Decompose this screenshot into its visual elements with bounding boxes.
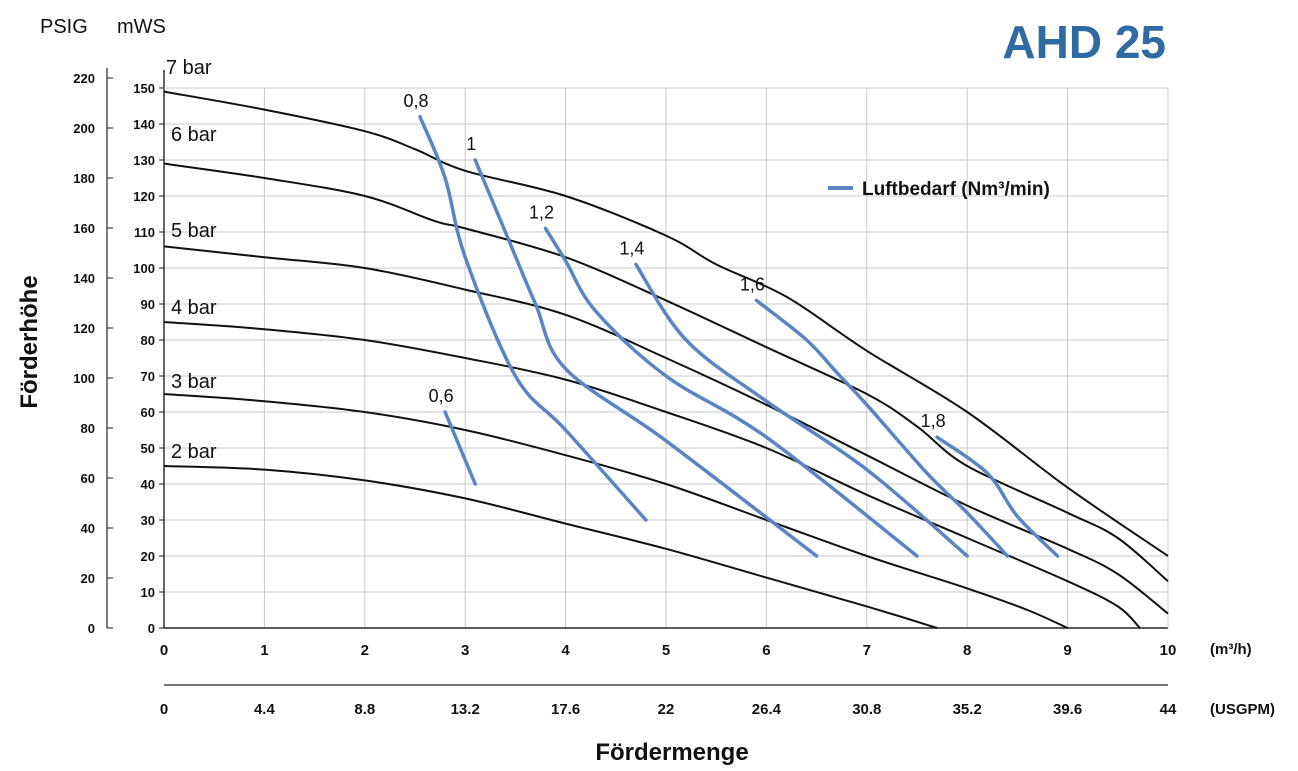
plot-frame [106, 68, 1169, 629]
y-axis-label: Förderhöhe [16, 275, 43, 408]
x-tick-label: 3 [461, 642, 469, 659]
x-tick-label: 7 [863, 642, 871, 659]
air-curve [473, 158, 819, 558]
y-tick-label-psig: 40 [81, 521, 95, 536]
air-curve [754, 298, 1010, 558]
air-curve-label: 1,4 [619, 238, 644, 258]
x-tick-label: 1 [260, 642, 268, 659]
y-tick-label-mws: 40 [141, 477, 155, 492]
x2-tick-label: 39.6 [1053, 701, 1082, 718]
pressure-curve-label: 5 bar [171, 220, 217, 242]
x2-tick-label: 13.2 [451, 701, 480, 718]
pressure-curve-label: 4 bar [171, 297, 217, 319]
pressure-curve-label: 3 bar [171, 371, 217, 393]
y-tick-label-mws: 30 [141, 513, 155, 528]
pressure-curves [163, 90, 1169, 629]
x-tick-label: 4 [561, 642, 570, 659]
air-curve-label: 1 [466, 134, 476, 154]
air-curve [935, 435, 1060, 558]
y-tick-label-psig: 80 [81, 421, 95, 436]
x-tick-label: 9 [1063, 642, 1071, 659]
y-tick-label-psig: 100 [73, 371, 95, 386]
x2-tick-label: 0 [160, 701, 168, 718]
air-curve-label: 0,6 [429, 386, 454, 406]
y-tick-label-psig: 140 [73, 271, 95, 286]
x-tick-label: 10 [1160, 642, 1177, 659]
air-curve [543, 226, 919, 558]
y-tick-label-mws: 10 [141, 585, 155, 600]
y-tick-label-mws: 130 [133, 153, 155, 168]
pressure-curve [163, 393, 1069, 629]
y-tick-label-mws: 20 [141, 549, 155, 564]
x2-tick-label: 8.8 [354, 701, 375, 718]
y-tick-label-mws: 120 [133, 189, 155, 204]
x2-tick-label: 4.4 [254, 701, 276, 718]
x2-unit-label: (USGPM) [1210, 701, 1275, 718]
x-tick-label: 5 [662, 642, 670, 659]
x-tick-label: 6 [762, 642, 770, 659]
y-tick-label-mws: 60 [141, 405, 155, 420]
y-tick-label-mws: 150 [133, 81, 155, 96]
pressure-curve [163, 90, 1169, 557]
y-tick-label-mws: 90 [141, 297, 155, 312]
legend-label: Luftbedarf (Nm³/min) [862, 179, 1050, 200]
air-curve-label: 0,8 [404, 91, 429, 111]
x2-tick-label: 22 [658, 701, 675, 718]
y-tick-label-mws: 100 [133, 261, 155, 276]
x-tick-label: 2 [361, 642, 369, 659]
y-tick-label-psig: 120 [73, 321, 95, 336]
air-curve-label: 1,2 [529, 202, 554, 222]
y-tick-label-psig: 0 [88, 621, 95, 636]
x-axis-label: Fördermenge [595, 739, 748, 766]
y-unit-psig: PSIG [40, 16, 88, 38]
y-tick-label-mws: 140 [133, 117, 155, 132]
air-curve-label: 1,6 [740, 274, 765, 294]
x2-tick-label: 30.8 [852, 701, 881, 718]
x2-tick-label: 35.2 [953, 701, 982, 718]
x2-tick-label: 17.6 [551, 701, 580, 718]
y-tick-label-mws: 80 [141, 333, 155, 348]
x-tick-label: 0 [160, 642, 168, 659]
y-tick-label-mws: 70 [141, 369, 155, 384]
x-unit-label: (m³/h) [1210, 641, 1252, 658]
pressure-curve [163, 162, 1169, 582]
air-curve [443, 410, 477, 486]
y-tick-label-mws: 110 [134, 225, 155, 240]
tick-labels: 0 1 2 3 4 5 6 7 8 9 100 4.4 8.8 13.2 17.6 22 26.4 30.8 35.… [73, 71, 1177, 718]
y-tick-label-mws: 50 [141, 441, 155, 456]
pressure-curve-label: 2 bar [171, 441, 217, 463]
y-tick-label-mws: 0 [148, 621, 155, 636]
curve-labels: 7 bar 6 bar 5 bar 4 bar 3 bar 2 bar 0,6 0,8 1 1,2… [166, 57, 946, 463]
y-tick-label-psig: 20 [81, 571, 95, 586]
y-tick-label-psig: 60 [81, 471, 95, 486]
air-curve-label: 1,8 [921, 411, 946, 431]
x-tick-label: 8 [963, 642, 971, 659]
air-consumption-curves [418, 115, 1060, 558]
pressure-curve [163, 321, 1141, 629]
pressure-curve [163, 245, 1169, 615]
y-tick-label-psig: 160 [73, 221, 95, 236]
y-unit-mws: mWS [117, 16, 166, 38]
y-tick-label-psig: 200 [73, 121, 95, 136]
air-curve [418, 115, 648, 522]
chart-title: AHD 25 [1002, 16, 1166, 68]
y-tick-label-psig: 180 [73, 171, 95, 186]
x2-tick-label: 44 [1160, 701, 1177, 718]
pressure-curve-label: 7 bar [166, 57, 212, 79]
pressure-curve [163, 465, 938, 629]
y-tick-label-psig: 220 [73, 71, 95, 86]
air-curve [634, 262, 969, 558]
x2-tick-label: 26.4 [752, 701, 782, 718]
pressure-curve-label: 6 bar [171, 124, 217, 146]
